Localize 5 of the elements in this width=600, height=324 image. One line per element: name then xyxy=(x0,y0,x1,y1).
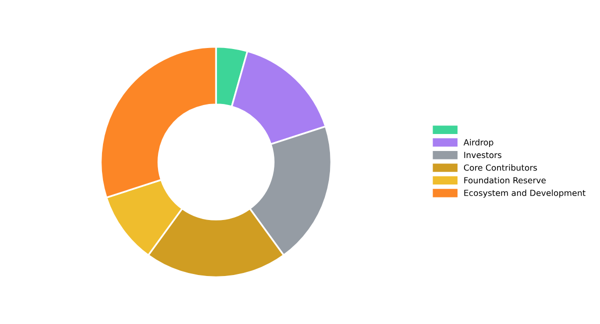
legend-label: Core Contributors xyxy=(464,164,537,171)
legend-label: Investors xyxy=(464,152,502,158)
legend-label: Foundation Reserve xyxy=(464,176,546,184)
legend-label: Ecosystem and Development xyxy=(464,190,586,198)
legend-label: Airdrop xyxy=(464,138,494,148)
